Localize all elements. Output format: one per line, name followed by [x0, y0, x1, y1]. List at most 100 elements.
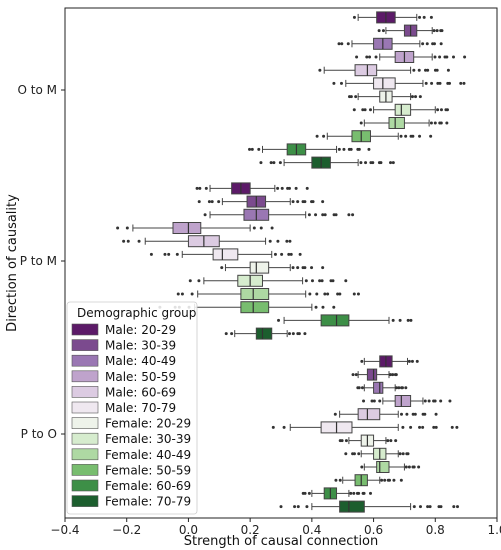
- legend-swatch: [71, 386, 99, 398]
- outlier-point: [354, 373, 358, 377]
- outlier-point: [383, 478, 387, 482]
- iqr-box: [357, 408, 381, 421]
- outlier-point: [413, 412, 417, 416]
- box-2-11: [279, 500, 460, 513]
- outlier-point: [220, 266, 224, 270]
- outlier-point: [277, 318, 281, 322]
- outlier-point: [352, 15, 356, 19]
- outlier-point: [452, 505, 456, 509]
- outlier-point: [318, 68, 322, 72]
- legend-entry-label: Male: 60-69: [105, 385, 176, 399]
- outlier-point: [432, 399, 436, 403]
- outlier-point: [439, 29, 443, 33]
- outlier-point: [451, 55, 455, 59]
- outlier-point: [282, 425, 286, 429]
- outlier-point: [321, 200, 325, 204]
- outlier-point: [351, 373, 355, 377]
- outlier-point: [332, 305, 336, 309]
- box-1-8: [176, 288, 360, 300]
- outlier-point: [314, 305, 318, 309]
- outlier-point: [379, 161, 383, 165]
- outlier-point: [409, 134, 413, 138]
- outlier-point: [388, 373, 392, 377]
- outlier-point: [333, 412, 337, 416]
- y-axis-title: Direction of causality: [5, 194, 20, 332]
- outlier-point: [352, 292, 356, 296]
- outlier-point: [285, 239, 289, 243]
- outlier-point: [418, 134, 422, 138]
- outlier-point: [252, 226, 256, 230]
- box-0-7: [352, 103, 449, 116]
- outlier-point: [417, 68, 421, 72]
- outlier-point: [435, 29, 439, 33]
- outlier-point: [347, 147, 351, 151]
- box-2-0: [360, 355, 419, 368]
- outlier-point: [459, 81, 463, 85]
- outlier-point: [250, 147, 254, 151]
- box-0-6: [348, 90, 422, 103]
- outlier-point: [381, 29, 385, 33]
- outlier-point: [278, 161, 282, 165]
- box-1-11: [224, 327, 307, 340]
- outlier-point: [175, 252, 179, 256]
- outlier-point: [287, 332, 291, 336]
- outlier-point: [431, 42, 435, 46]
- box-1-1: [197, 195, 325, 208]
- outlier-point: [337, 42, 341, 46]
- outlier-point: [363, 108, 367, 112]
- outlier-point: [409, 318, 413, 322]
- axis-layer: −0.4 −0.2 0.0 0.2 0.4 0.6 0.8 1.0 O to M P to M P …: [18, 83, 501, 537]
- outlier-point: [438, 121, 442, 125]
- outlier-point: [446, 68, 450, 72]
- x-tick-label: −0.2: [112, 523, 141, 537]
- legend-frame: [66, 301, 198, 515]
- box-1-2: [203, 208, 355, 221]
- outlier-point: [331, 279, 335, 283]
- outlier-point: [340, 42, 344, 46]
- outlier-point: [377, 29, 381, 33]
- outlier-point: [412, 68, 416, 72]
- outlier-point: [163, 252, 167, 256]
- outlier-point: [438, 55, 442, 59]
- outlier-point: [310, 279, 314, 283]
- outlier-point: [429, 134, 433, 138]
- outlier-point: [462, 81, 466, 85]
- legend-swatch: [71, 370, 99, 383]
- legend-swatch: [71, 339, 99, 351]
- outlier-point: [393, 373, 397, 377]
- outlier-point: [304, 279, 308, 283]
- outlier-point: [259, 161, 263, 165]
- outlier-point: [421, 42, 425, 46]
- outlier-point: [346, 42, 350, 46]
- legend-entry-label: Female: 30-39: [105, 432, 191, 446]
- outlier-point: [417, 465, 421, 469]
- outlier-point: [270, 226, 274, 230]
- outlier-point: [456, 505, 460, 509]
- box-2-6: [338, 434, 398, 447]
- outlier-point: [386, 478, 390, 482]
- iqr-box: [240, 288, 270, 300]
- box-1-4: [122, 235, 292, 248]
- outlier-point: [405, 452, 409, 456]
- iqr-box: [373, 381, 384, 394]
- outlier-point: [410, 95, 414, 99]
- y-tick-label: P to M: [20, 254, 57, 268]
- outlier-point: [296, 266, 300, 270]
- outlier-point: [286, 186, 290, 190]
- outlier-point: [448, 81, 452, 85]
- outlier-point: [280, 186, 284, 190]
- outlier-point: [195, 186, 199, 190]
- outlier-point: [426, 505, 430, 509]
- outlier-point: [203, 213, 207, 217]
- outlier-point: [368, 55, 372, 59]
- legend-entry-label: Male: 70-79: [105, 401, 176, 415]
- outlier-point: [307, 213, 311, 217]
- outlier-point: [392, 478, 396, 482]
- outlier-point: [444, 108, 448, 112]
- outlier-point: [380, 478, 384, 482]
- outlier-point: [301, 266, 305, 270]
- iqr-box: [366, 368, 378, 381]
- outlier-point: [197, 200, 201, 204]
- outlier-point: [423, 412, 427, 416]
- outlier-point: [321, 305, 325, 309]
